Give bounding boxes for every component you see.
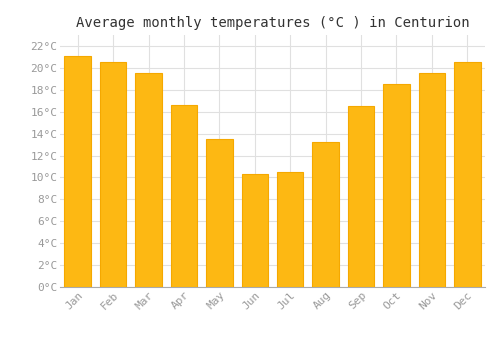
Title: Average monthly temperatures (°C ) in Centurion: Average monthly temperatures (°C ) in Ce… [76,16,469,30]
Bar [242,174,268,287]
Bar [100,62,126,287]
Bar [383,84,409,287]
Bar [454,62,480,287]
Bar [206,139,233,287]
Bar [170,105,197,287]
Bar [348,106,374,287]
Bar [312,142,339,287]
Bar [64,56,91,287]
Bar [136,74,162,287]
Bar [277,172,303,287]
Bar [418,74,445,287]
